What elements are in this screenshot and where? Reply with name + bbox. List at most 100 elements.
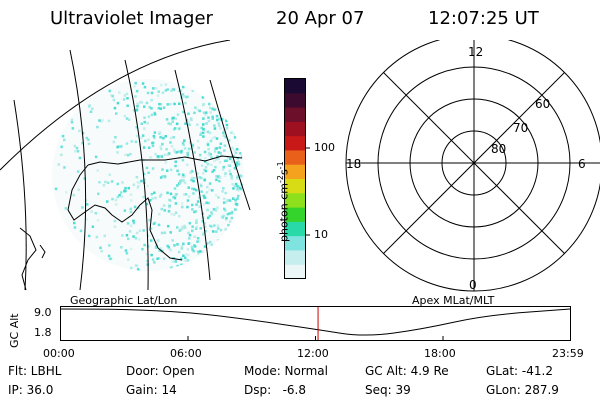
aurora-speck (106, 200, 109, 203)
aurora-speck (151, 141, 154, 145)
aurora-speck (157, 257, 161, 260)
aurora-speck (237, 189, 240, 192)
aurora-speck (160, 83, 163, 87)
aurora-speck (136, 186, 139, 190)
aurora-speck (202, 123, 205, 126)
aurora-speck (186, 95, 189, 98)
aurora-speck (134, 140, 138, 144)
aurora-speck (181, 141, 185, 145)
aurora-speck (100, 249, 103, 253)
aurora-speck (112, 98, 116, 102)
aurora-speck (96, 219, 100, 222)
aurora-speck (205, 201, 208, 204)
aurora-speck (234, 198, 237, 202)
aurora-speck (153, 261, 156, 264)
aurora-speck (208, 102, 211, 106)
aurora-speck (237, 163, 241, 166)
aurora-speck (215, 158, 218, 161)
aurora-speck (116, 195, 120, 199)
mlt-label-6: 6 (578, 157, 586, 171)
aurora-speck (159, 193, 163, 196)
aurora-speck (122, 98, 126, 101)
aurora-speck (182, 180, 185, 183)
aurora-speck (140, 136, 143, 139)
aurora-speck (216, 118, 219, 122)
timeline-xtick-1800: 18:00 (424, 347, 456, 360)
aurora-speck (206, 143, 210, 146)
aurora-speck (90, 210, 93, 213)
aurora-speck (155, 87, 158, 90)
aurora-speck (231, 183, 234, 186)
aurora-speck (91, 107, 94, 110)
aurora-speck (201, 172, 205, 175)
aurora-speck (174, 260, 177, 263)
aurora-speck (217, 239, 220, 242)
aurora-speck (239, 174, 242, 177)
aurora-speck (129, 193, 133, 196)
aurora-speck (239, 152, 242, 155)
aurora-speck (206, 208, 209, 212)
aurora-speck (179, 181, 182, 185)
aurora-speck (114, 198, 118, 202)
aurora-speck (233, 136, 237, 139)
aurora-speck (179, 228, 183, 231)
aurora-speck (225, 159, 229, 162)
aurora-speck (186, 151, 189, 155)
time-label: 12:07:25 UT (428, 8, 539, 29)
aurora-speck (173, 127, 177, 130)
aurora-speck (140, 101, 143, 104)
aurora-speck (215, 114, 219, 118)
aurora-speck (210, 163, 213, 166)
aurora-speck (223, 207, 226, 211)
colorbar-segment (285, 221, 305, 237)
aurora-speck (98, 181, 101, 184)
aurora-speck (170, 212, 173, 216)
aurora-speck (91, 225, 95, 228)
aurora-speck (202, 127, 205, 131)
aurora-speck (183, 139, 186, 142)
aurora-speck (235, 162, 238, 166)
aurora-speck (171, 260, 175, 263)
aurora-speck (151, 197, 154, 200)
aurora-speck (180, 178, 183, 182)
aurora-speck (103, 234, 106, 238)
aurora-speck (94, 212, 98, 215)
aurora-speck (161, 175, 164, 178)
aurora-speck (142, 229, 145, 232)
aurora-speck (135, 108, 139, 111)
aurora-speck (87, 234, 91, 238)
aurora-speck (193, 111, 196, 115)
aurora-speck (183, 193, 186, 196)
aurora-speck (169, 199, 173, 203)
aurora-specks (54, 81, 244, 271)
aurora-speck (208, 214, 212, 218)
aurora-speck (176, 226, 179, 229)
aurora-speck (224, 135, 227, 139)
aurora-speck (228, 212, 231, 215)
aurora-speck (156, 94, 160, 97)
aurora-speck (193, 235, 196, 238)
aurora-speck (235, 161, 239, 164)
aurora-speck (174, 194, 177, 198)
aurora-speck (150, 239, 153, 242)
aurora-speck (188, 221, 191, 225)
aurora-speck (203, 178, 206, 182)
aurora-speck (219, 153, 223, 157)
aurora-speck (114, 136, 117, 139)
aurora-speck (197, 252, 200, 255)
aurora-speck (222, 134, 226, 137)
aurora-speck (202, 117, 205, 120)
aurora-speck (130, 140, 133, 143)
aurora-speck (180, 245, 184, 248)
aurora-speck (230, 216, 234, 220)
aurora-speck (207, 147, 210, 151)
aurora-speck (194, 106, 197, 109)
aurora-speck (193, 245, 197, 248)
aurora-speck (225, 123, 229, 127)
aurora-speck (160, 135, 164, 138)
aurora-speck (230, 212, 233, 215)
aurora-speck (191, 203, 194, 207)
aurora-speck (149, 156, 152, 159)
aurora-speck (174, 160, 177, 163)
aurora-speck (233, 185, 237, 188)
